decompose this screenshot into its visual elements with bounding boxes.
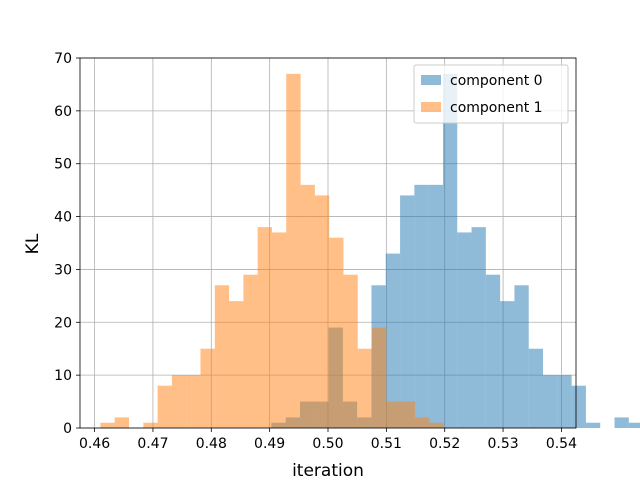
x-tick-label: 0.53 [487,436,518,452]
y-tick-label: 60 [54,104,72,120]
x-tick-label: 0.50 [312,436,343,452]
series-1-bar [386,401,401,428]
series-0-bar [428,184,443,428]
series-1-bar [372,327,387,428]
series-1-bar [343,274,358,428]
series-1-bar [271,232,287,428]
series-0-bar [571,385,586,428]
y-tick-label: 40 [54,210,72,226]
series-1-bar [400,401,415,428]
series-1-bar [243,274,258,428]
series-1-bar [300,184,315,428]
y-tick-label: 70 [54,51,72,67]
series-1-bar [100,422,115,428]
series-1-bar [257,227,272,428]
x-tick-label: 0.49 [254,436,285,452]
series-0-bar [628,422,640,428]
x-axis-label: iteration [292,461,364,480]
series-0-bar [442,73,458,428]
series-0-bar [385,253,401,428]
legend-label: component 0 [450,73,543,89]
series-1-bar [200,348,215,428]
x-tick-label: 0.47 [137,436,168,452]
x-tick-label: 0.52 [429,436,460,452]
series-1-bar [214,285,230,428]
legend-swatch [421,102,441,112]
y-tick-label: 30 [54,262,72,278]
series-0-bar [500,301,515,428]
series-1-bar [143,422,158,428]
bars [100,73,640,428]
series-1-bar [171,375,187,428]
y-tick-label: 50 [54,157,72,173]
tick-labels: 0.46 0.47 0.48 0.49 0.50 0.51 0.52 0.53 0.54 0 10 2… [54,51,577,452]
legend-swatch [421,75,441,85]
series-1-bar [357,348,373,428]
legend: component 0 component 1 [413,64,569,124]
series-1-bar [329,237,344,428]
series-1-bar [229,301,244,428]
axes [76,57,577,432]
series-1-bar [114,417,130,428]
y-tick-label: 0 [63,421,72,437]
y-axis-label: KL [23,233,43,254]
series-1-bar [157,385,172,428]
series-0-bar [514,285,529,428]
series-1 [100,73,444,428]
x-tick-label: 0.54 [546,436,577,452]
legend-box [413,64,569,124]
y-tick-label: 10 [54,368,72,384]
series-0-bar [543,375,558,428]
series-0-bar [485,274,501,428]
y-tick-label: 20 [54,315,72,331]
x-tick-label: 0.46 [79,436,110,452]
series-0-bar [457,232,472,428]
series-0-bar [557,375,572,428]
series-1-bar [429,422,444,428]
series-0-bar [528,348,544,428]
x-tick-label: 0.51 [371,436,402,452]
series-1-bar [414,417,430,428]
legend-label: component 1 [450,100,543,116]
series-1-bar [314,195,330,428]
series-0-bar [400,195,415,428]
series-1-bar [186,375,201,428]
series-0-bar [614,417,629,428]
series-0-bar [585,422,601,428]
series-0-bar [414,184,429,428]
series-0-bar [471,227,486,428]
series-1-bar [286,73,301,428]
x-tick-label: 0.48 [196,436,227,452]
